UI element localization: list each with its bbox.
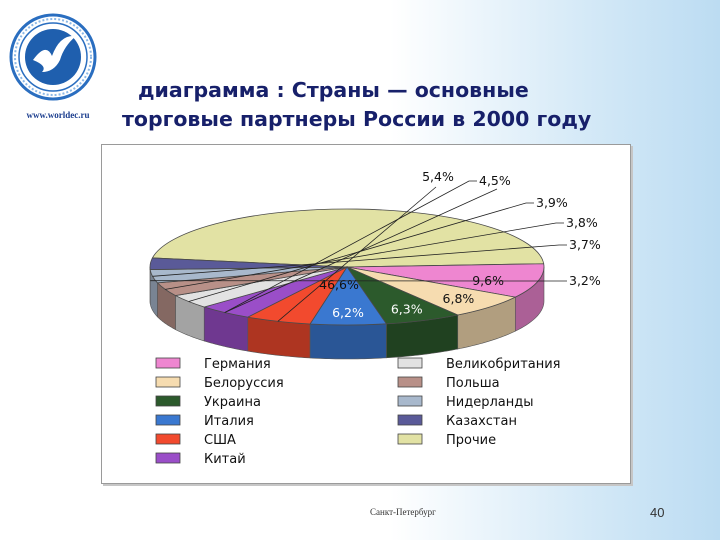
- slice-1-label: 46,6%: [319, 277, 359, 292]
- legend-label-3: Белоруссия: [204, 376, 284, 391]
- legend-label-2: Германия: [204, 357, 271, 372]
- legend-swatch-6: [155, 433, 181, 445]
- slice-9-label: 3,8%: [566, 215, 598, 230]
- legend-swatch-11: [397, 414, 423, 426]
- site-url[interactable]: www.worldec.ru: [26, 110, 90, 120]
- legend-label-8: Великобритания: [446, 357, 561, 372]
- slice-3-label: 6,8%: [443, 291, 475, 306]
- slice-11-label: 3,2%: [569, 273, 601, 288]
- slice-7-leader-line: [224, 188, 498, 313]
- slice-8-label: 3,9%: [536, 195, 568, 210]
- legend-swatch-1: [397, 433, 423, 445]
- slice-10-label: 3,7%: [569, 237, 601, 252]
- legend-swatch-4: [155, 395, 181, 407]
- legend-label-7: Китай: [204, 452, 246, 467]
- legend-label-1: Прочие: [446, 433, 496, 448]
- footer-city: Санкт-Петербург: [370, 507, 436, 517]
- legend-swatch-8: [397, 357, 423, 369]
- slice-10-leader-line: [152, 244, 567, 277]
- slice-4-label: 6,3%: [391, 302, 423, 317]
- pie-labels: 46,6% 9,6% 6,8% 6,3% 6,2% 5,4% 4,5% 3,9% 3,8% 3,7…: [150, 169, 601, 322]
- slice-6-label: 5,4%: [422, 169, 454, 184]
- legend-label-11: Казахстан: [446, 414, 517, 429]
- legend-swatch-10: [397, 395, 423, 407]
- legend-swatch-9: [397, 376, 423, 388]
- legend-swatch-5: [155, 414, 181, 426]
- legend-swatch-7: [155, 452, 181, 464]
- slice-9-leader-line: [165, 222, 564, 290]
- chart-legend: Германия Белоруссия Украина Италия США Китай В…: [155, 357, 561, 467]
- slice-8-leader-line: [188, 202, 534, 302]
- slice-1: [151, 208, 545, 268]
- title-line-1: диаграмма : Страны — основные: [138, 78, 529, 102]
- legend-swatch-2: [155, 357, 181, 369]
- page-number: 40: [650, 505, 665, 520]
- slice-5-label: 6,2%: [332, 305, 364, 320]
- legend-label-6: США: [204, 433, 236, 448]
- pie-chart: 46,6% 9,6% 6,8% 6,3% 6,2% 5,4% 4,5% 3,9% 3,8% 3,7…: [149, 169, 601, 467]
- organization-logo: [8, 12, 98, 102]
- slice-2-label: 9,6%: [472, 273, 504, 288]
- legend-swatch-3: [155, 376, 181, 388]
- chart-panel: 46,6% 9,6% 6,8% 6,3% 6,2% 5,4% 4,5% 3,9% 3,8% 3,7…: [101, 144, 631, 484]
- legend-label-10: Нидерланды: [446, 395, 534, 410]
- pie-plot-area: [149, 208, 545, 360]
- page-title: диаграмма : Страны — основные торговые п…: [122, 76, 702, 134]
- legend-label-9: Польша: [446, 376, 500, 391]
- slice-7-leader-line: [224, 180, 477, 313]
- slice-6-leader-line: [277, 186, 437, 322]
- legend-label-4: Украина: [204, 395, 261, 410]
- slice-5-side: [309, 323, 387, 360]
- slice-7-label: 4,5%: [479, 173, 511, 188]
- legend-label-5: Италия: [204, 414, 254, 429]
- title-line-2: торговые партнеры России в 2000 году: [122, 107, 592, 131]
